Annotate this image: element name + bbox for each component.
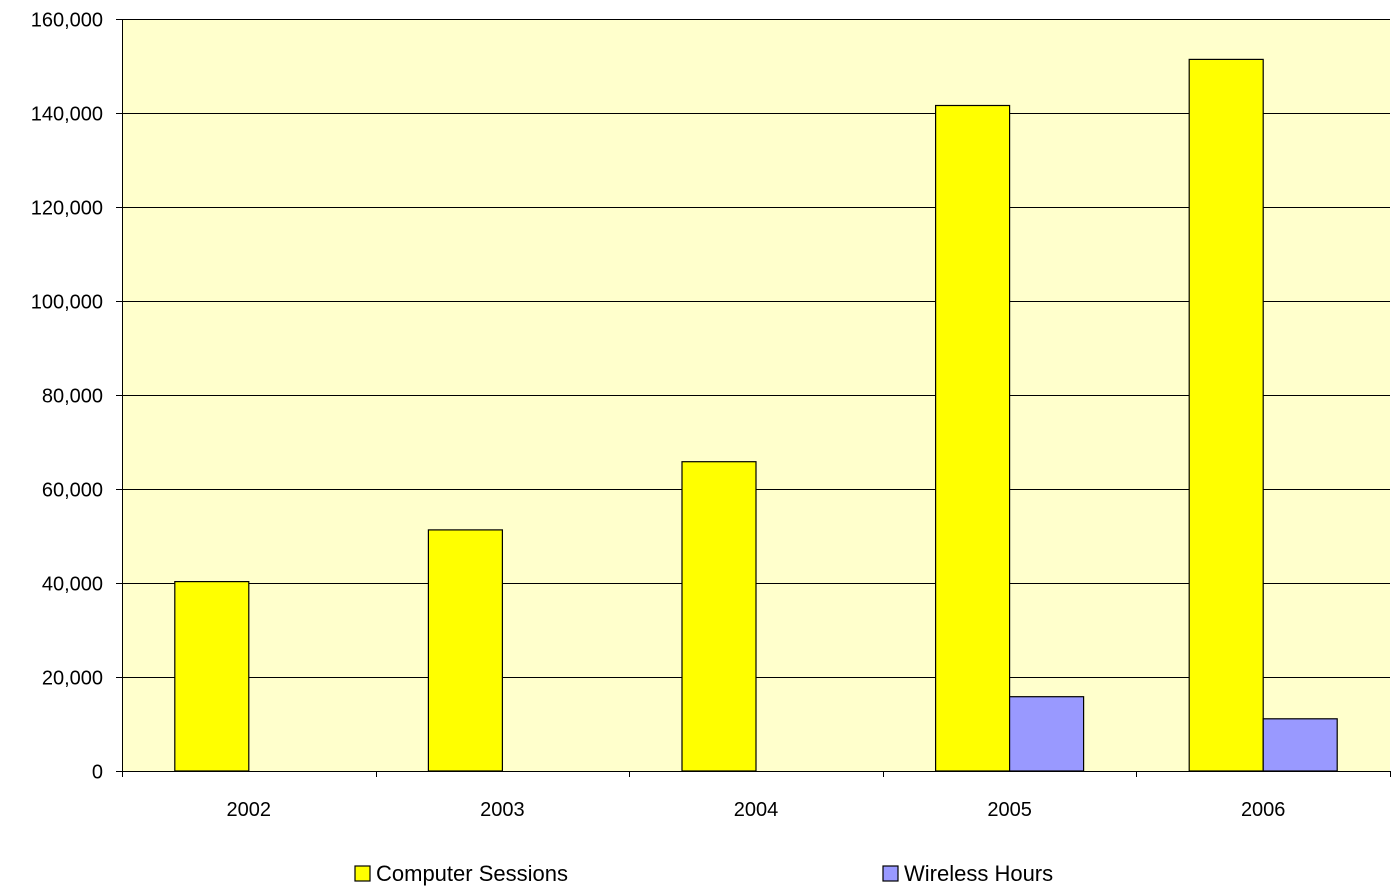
bar-2005-wireless-hours [1008,696,1085,772]
bar-2006-wireless-hours [1262,718,1338,772]
y-tick-label: 120,000 [31,198,103,220]
y-tick-label: 0 [92,762,103,784]
legend-label: Computer Sessions [376,861,568,886]
plot-area [122,19,1390,772]
x-tick-label: 2006 [1241,799,1286,821]
legend-swatch [354,865,371,882]
y-tick-label: 160,000 [31,10,103,32]
x-tick-label: 2005 [987,799,1032,821]
y-tick-label: 100,000 [31,292,103,314]
bar-2004-computer-sessions [681,461,757,772]
bar-2005-computer-sessions [934,104,1011,772]
bar-2006-computer-sessions [1188,58,1264,772]
y-tick-label: 60,000 [42,480,103,502]
y-tick-label: 80,000 [42,386,103,408]
y-tick-label: 140,000 [31,104,103,126]
legend-label: Wireless Hours [904,861,1053,886]
axes: 0 20,000 40,000 60,000 80,000 100,000 120,000 1… [31,10,1391,821]
y-tick-label: 20,000 [42,668,103,690]
bar-2003-computer-sessions [427,529,503,772]
legend: Computer Sessions Wireless Hours [354,861,1053,886]
bar-2002-computer-sessions [174,580,250,772]
x-tick-label: 2004 [734,799,779,821]
x-tick-label: 2002 [227,799,272,821]
legend-swatch [882,865,899,882]
x-tick-label: 2003 [480,799,525,821]
y-tick-label: 40,000 [42,574,103,596]
